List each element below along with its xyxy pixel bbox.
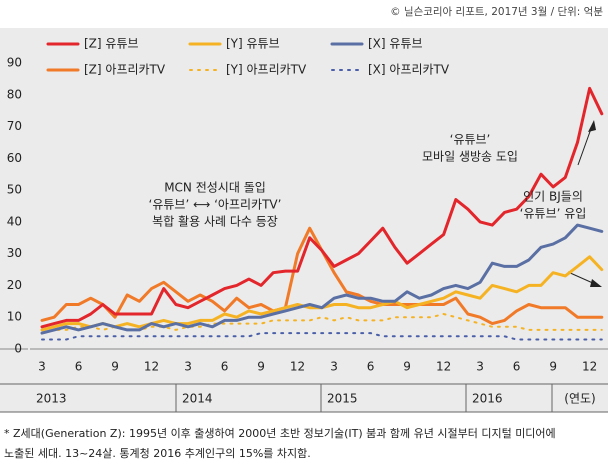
x-tick-label: 3 (330, 360, 338, 374)
x-tick-label: 3 (38, 360, 46, 374)
legend-label: [Y] 아프리카TV (226, 63, 307, 77)
x-tick-label: 12 (436, 360, 451, 374)
x-tick-label: 6 (513, 360, 521, 374)
y-tick-label: 40 (7, 214, 22, 228)
y-tick-label: 20 (7, 278, 22, 292)
x-tick-label: 3 (184, 360, 192, 374)
footnote: * Z세대(Generation Z): 1995년 이후 출생하여 2000년… (4, 426, 556, 440)
year-label: 2013 (36, 392, 67, 406)
arrow (567, 271, 596, 285)
y-tick-label: 0 (14, 342, 22, 356)
arrow (577, 125, 593, 166)
x-tick-label: 12 (290, 360, 305, 374)
x-tick-label: 12 (144, 360, 159, 374)
y-tick-label: 10 (7, 310, 22, 324)
year-label: 2016 (472, 392, 503, 406)
annotation: ‘유튜브’ ⟷ ‘아프리카TV’ (149, 198, 282, 212)
source: © 닐슨코리아 리포트, 2017년 3월 / 단위: 억분 (390, 5, 603, 18)
y-tick-label: 30 (7, 246, 22, 260)
annotation: 모바일 생방송 도입 (422, 150, 518, 164)
chart-background (0, 28, 608, 412)
legend-label: [Z] 아프리카TV (84, 63, 166, 77)
footnote: 노출된 세대. 13~24살. 통계청 2016 추계인구의 15%를 차지함. (4, 447, 311, 460)
y-tick-label: 60 (7, 151, 22, 165)
y-tick-label: 50 (7, 183, 22, 197)
annotation: 복합 활용 사례 다수 등장 (152, 215, 278, 229)
x-tick-label: 9 (549, 360, 557, 374)
series-line (41, 332, 603, 341)
annotation: 인기 BJ들의 (523, 190, 583, 204)
x-tick-label: 6 (367, 360, 375, 374)
x-tick-label: 9 (111, 360, 119, 374)
y-tick-label: 80 (7, 87, 22, 101)
x-tick-label: 3 (476, 360, 484, 374)
x-tick-label: 9 (257, 360, 265, 374)
year-label: 2015 (327, 392, 358, 406)
x-tick-label: 6 (221, 360, 229, 374)
legend-label: [Z] 유튜브 (84, 37, 139, 51)
arrow-head (588, 120, 596, 132)
x-tick-label: 12 (582, 360, 597, 374)
x-tick-label: 6 (75, 360, 83, 374)
x-axis-unit: (연도) (564, 392, 595, 406)
series-line (40, 86, 604, 329)
legend-label: [X] 유튜브 (368, 37, 423, 51)
year-label: 2014 (182, 392, 213, 406)
legend-label: [X] 아프리카TV (368, 63, 450, 77)
y-tick-label: 70 (7, 119, 22, 133)
annotation: MCN 전성시대 돌입 (164, 181, 266, 195)
arrow-head (590, 279, 602, 287)
annotation: ‘유튜브’ (450, 133, 491, 147)
legend-label: [Y] 유튜브 (226, 37, 280, 51)
x-tick-label: 9 (403, 360, 411, 374)
y-tick-label: 90 (7, 56, 22, 70)
annotation: ‘유튜브’ 유입 (520, 207, 587, 221)
series-line (40, 223, 604, 335)
